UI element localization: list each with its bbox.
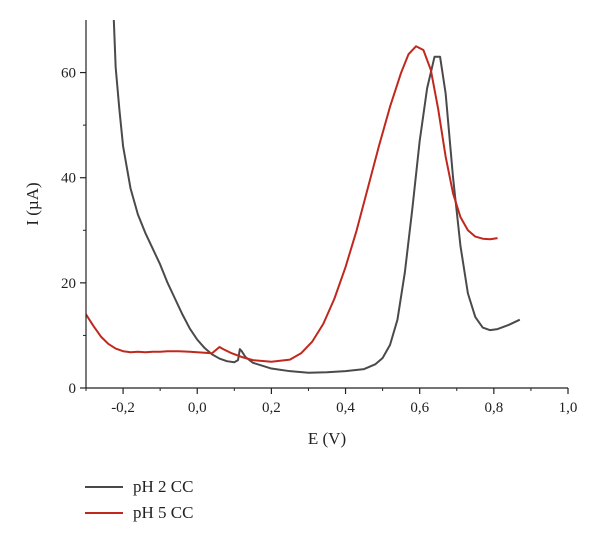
chart-canvas: -0,2 0,0 0,2 0,4 0,6 0,8 1,0 0 20 40 60 E (V) I (… — [23, 20, 578, 448]
series-line-ph5 — [86, 45, 498, 363]
y-tick-label: 60 — [61, 66, 76, 82]
x-tick-label: 0,6 — [410, 400, 429, 416]
y-tick-label: 40 — [61, 171, 76, 187]
legend-item-ph5: pH 5 CC — [85, 500, 193, 526]
legend-swatch-ph5 — [85, 512, 123, 514]
y-axis-label: I (µA) — [23, 182, 42, 225]
legend-label-ph2: pH 2 CC — [133, 477, 194, 496]
x-tick-label: 1,0 — [559, 400, 578, 416]
x-tick-label: 0,0 — [188, 400, 207, 416]
x-tick-label: -0,2 — [111, 400, 135, 416]
y-tick-label: 0 — [69, 381, 77, 397]
x-axis-ticks: -0,2 0,0 0,2 0,4 0,6 0,8 1,0 — [85, 388, 578, 416]
x-tick-label: 0,2 — [262, 400, 281, 416]
series-line-ph2 — [112, 20, 521, 374]
legend: pH 2 CC pH 5 CC — [85, 474, 193, 526]
x-axis-label: E (V) — [308, 429, 346, 448]
x-tick-label: 0,4 — [336, 400, 355, 416]
plot-lines — [86, 20, 521, 374]
y-tick-label: 20 — [61, 276, 76, 292]
x-tick-label: 0,8 — [484, 400, 503, 416]
legend-label-ph5: pH 5 CC — [133, 503, 194, 522]
legend-swatch-ph2 — [85, 486, 123, 488]
legend-item-ph2: pH 2 CC — [85, 474, 193, 500]
y-axis-ticks: 0 20 40 60 — [61, 66, 86, 397]
